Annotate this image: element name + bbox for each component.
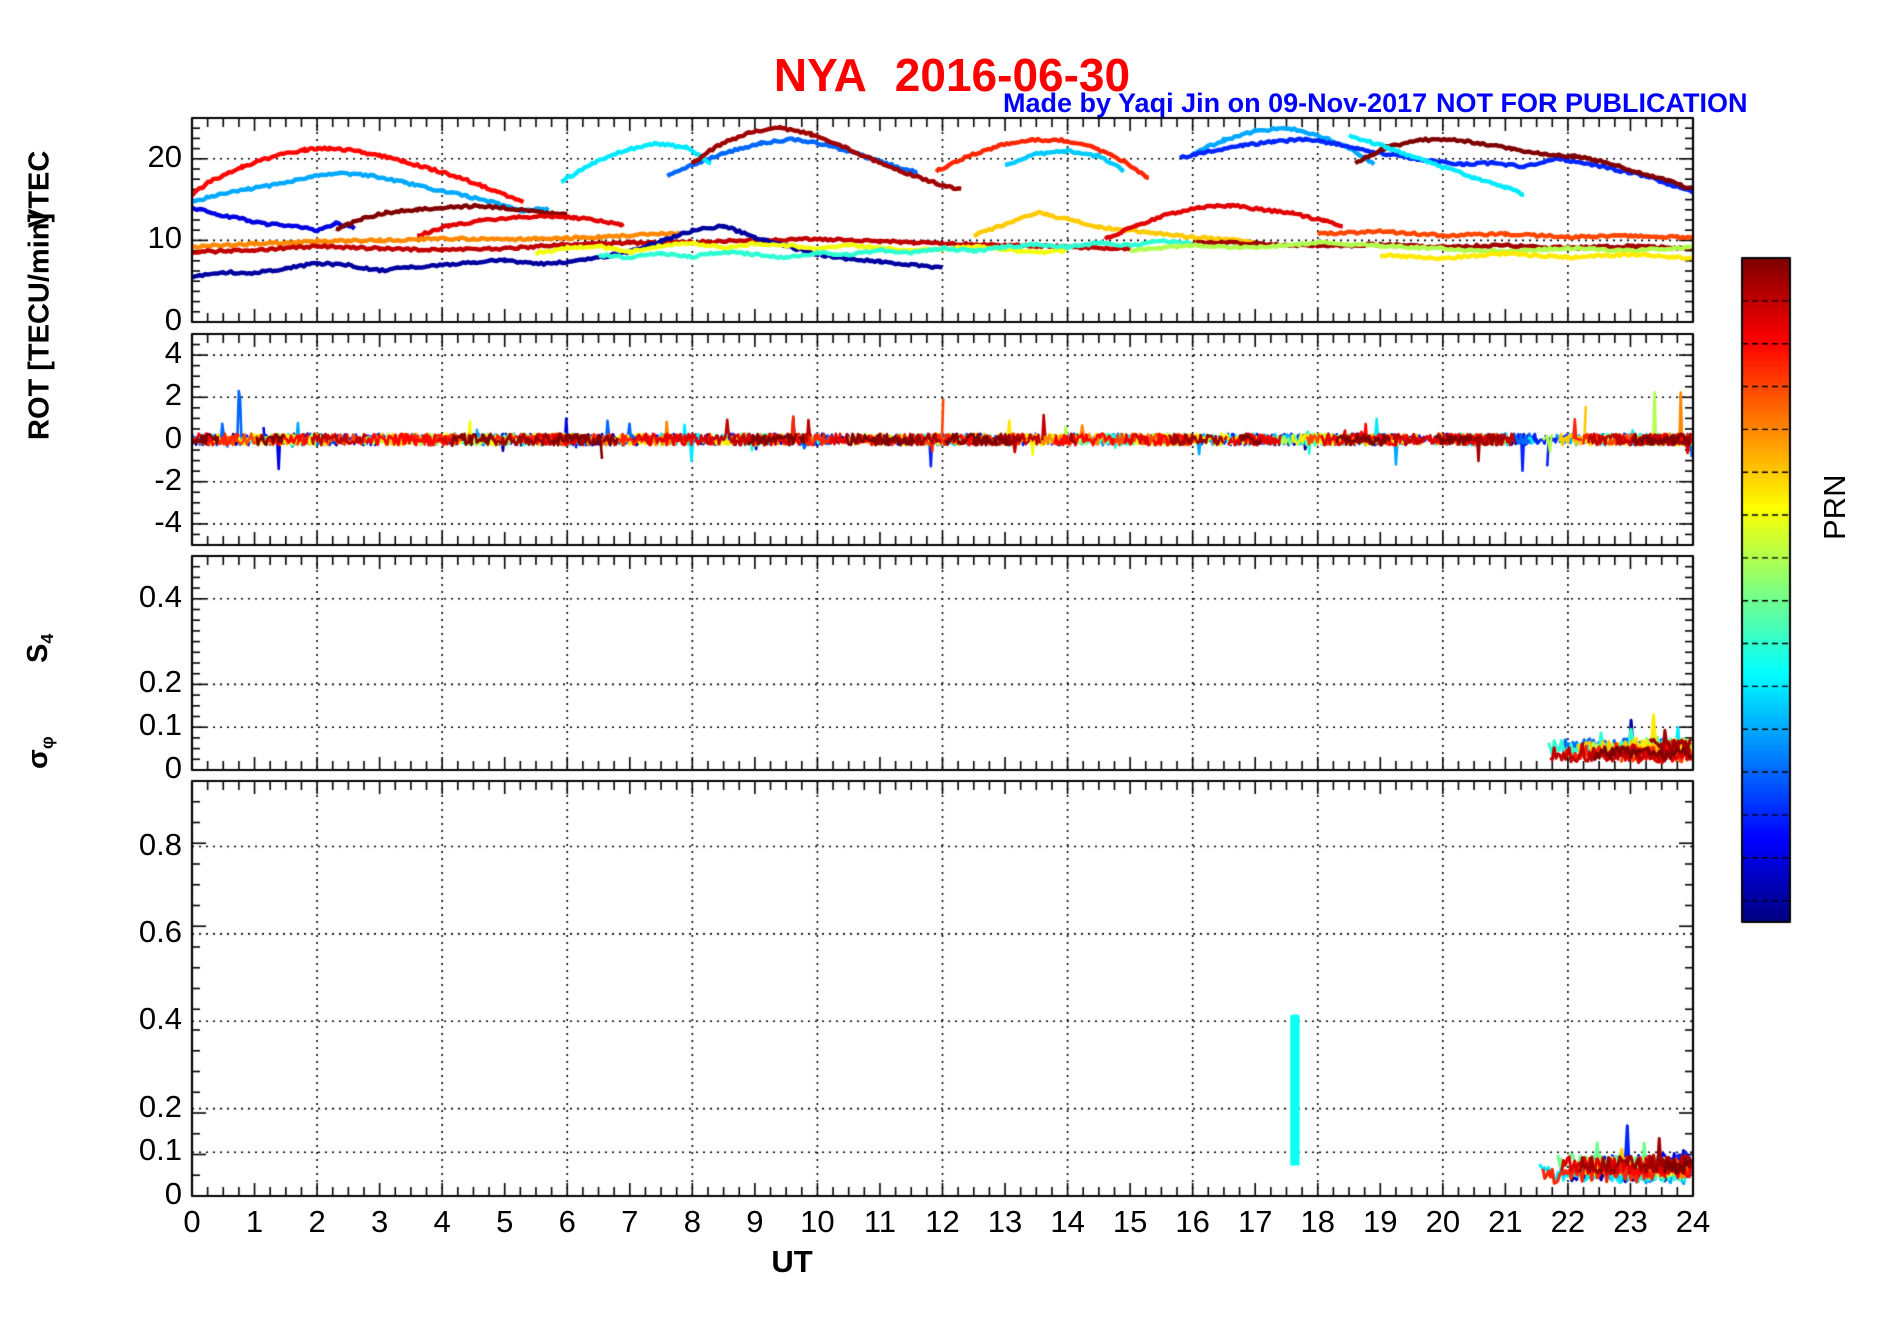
y-tick-label-rot: 0	[164, 419, 182, 455]
x-tick-label: 3	[371, 1204, 389, 1239]
x-tick-label: 13	[987, 1204, 1023, 1239]
x-tick-label: 8	[683, 1204, 701, 1239]
y-tick-label-s4: 0	[164, 750, 182, 785]
y-tick-label-sigma_phi: 0.2	[138, 1088, 182, 1124]
x-tick-label: 1	[245, 1204, 264, 1239]
x-tick-label: 22	[1550, 1204, 1586, 1239]
y-tick-label-rot: 2	[164, 377, 182, 413]
x-tick-label: 15	[1112, 1204, 1148, 1239]
y-tick-label-vtec: 10	[147, 220, 182, 256]
x-tick-label: 16	[1175, 1204, 1210, 1239]
x-tick-label: 23	[1613, 1204, 1648, 1239]
x-tick-label: 7	[621, 1204, 639, 1239]
x-tick-label: 10	[800, 1204, 835, 1239]
x-tick-label: 6	[558, 1204, 576, 1239]
y-tick-label-s4: 0.4	[138, 578, 182, 614]
y-tick-label-sigma_phi: 0.1	[138, 1132, 182, 1168]
y-tick-label-rot: -4	[154, 503, 182, 539]
x-axis-label: UT	[771, 1244, 813, 1279]
y-tick-label-vtec: 0	[164, 302, 182, 337]
x-tick-label: 5	[496, 1204, 514, 1239]
y-tick-label-s4: 0.1	[138, 707, 182, 743]
colorbar-title: PRN	[1817, 474, 1852, 540]
x-tick-label: 2	[308, 1204, 326, 1239]
y-tick-label-sigma_phi: 0.8	[138, 826, 182, 862]
x-tick-label: 20	[1425, 1204, 1461, 1239]
x-tick-label: 4	[433, 1204, 451, 1239]
y-tick-label-vtec: 20	[147, 138, 182, 174]
y-tick-label-sigma_phi: 0.4	[138, 1001, 182, 1037]
x-tick-label: 24	[1675, 1204, 1711, 1239]
y-tick-label-sigma_phi: 0	[164, 1176, 182, 1211]
x-tick-label: 21	[1488, 1204, 1523, 1239]
x-tick-label: 0	[183, 1204, 201, 1239]
y-tick-label-rot: 4	[164, 335, 182, 371]
x-tick-label: 9	[746, 1204, 764, 1239]
x-tick-label: 12	[925, 1204, 960, 1239]
x-tick-label: 11	[863, 1204, 897, 1239]
y-tick-label-sigma_phi: 0.6	[138, 913, 182, 949]
y-tick-label-s4: 0.2	[138, 664, 182, 700]
x-tick-label: 14	[1050, 1204, 1085, 1239]
x-tick-label: 18	[1300, 1204, 1335, 1239]
x-tick-label: 19	[1363, 1204, 1398, 1239]
x-tick-label: 17	[1237, 1204, 1273, 1239]
y-tick-label-rot: -2	[154, 461, 182, 497]
